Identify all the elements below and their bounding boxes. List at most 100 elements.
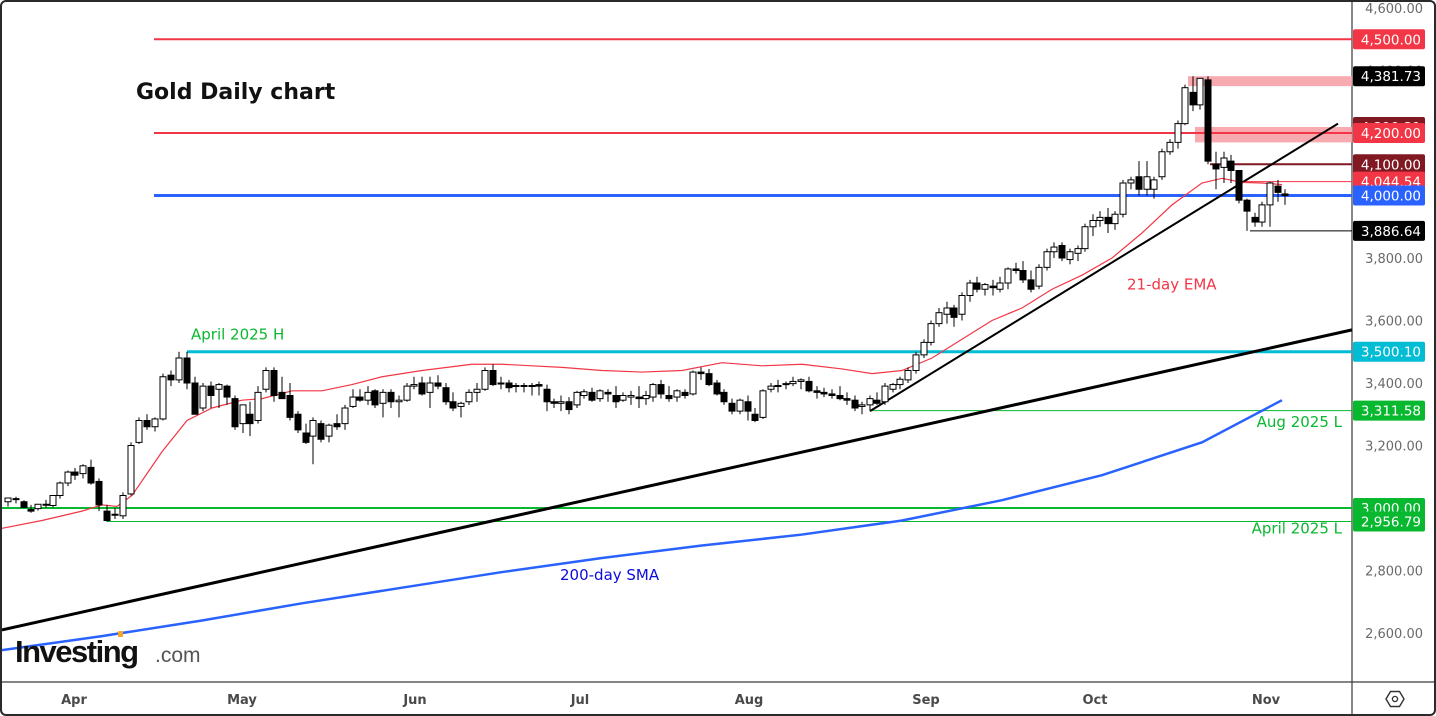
candle[interactable] bbox=[497, 376, 505, 390]
candle[interactable] bbox=[520, 383, 528, 393]
candle[interactable] bbox=[426, 376, 434, 408]
candle[interactable] bbox=[1281, 189, 1289, 205]
candle[interactable] bbox=[989, 279, 997, 296]
candle[interactable] bbox=[1135, 161, 1143, 196]
candle[interactable] bbox=[1096, 211, 1104, 227]
candle[interactable] bbox=[673, 389, 681, 402]
candle[interactable] bbox=[535, 381, 543, 396]
candle[interactable] bbox=[649, 383, 657, 402]
candle[interactable] bbox=[489, 364, 497, 387]
candle[interactable] bbox=[751, 408, 759, 423]
candle[interactable] bbox=[528, 383, 536, 396]
candle[interactable] bbox=[418, 376, 426, 396]
time-axis[interactable]: Apr May Jun Jul Aug Sep Oct Nov bbox=[61, 693, 1281, 708]
candle[interactable] bbox=[403, 383, 411, 402]
candle[interactable] bbox=[1243, 198, 1251, 231]
candle[interactable] bbox=[612, 386, 620, 408]
candle[interactable] bbox=[1166, 139, 1174, 155]
candle[interactable] bbox=[820, 387, 828, 398]
candle[interactable] bbox=[111, 508, 119, 519]
candle[interactable] bbox=[627, 390, 635, 405]
candle[interactable] bbox=[42, 499, 50, 508]
candle[interactable] bbox=[317, 420, 325, 443]
candle[interactable] bbox=[1111, 211, 1119, 230]
candle[interactable] bbox=[973, 276, 981, 293]
candle[interactable] bbox=[79, 464, 87, 479]
candle[interactable] bbox=[223, 384, 231, 405]
candle[interactable] bbox=[904, 367, 912, 383]
trendline[interactable] bbox=[2, 328, 1353, 632]
candle[interactable] bbox=[813, 386, 821, 399]
candle[interactable] bbox=[920, 339, 928, 358]
candle[interactable] bbox=[1089, 214, 1097, 237]
candle[interactable] bbox=[512, 383, 520, 393]
candle[interactable] bbox=[20, 500, 28, 508]
candle[interactable] bbox=[119, 492, 127, 519]
candle[interactable] bbox=[1004, 267, 1012, 290]
candle[interactable] bbox=[1081, 223, 1089, 252]
candle[interactable] bbox=[167, 370, 175, 387]
candle[interactable] bbox=[1043, 248, 1051, 271]
candle[interactable] bbox=[1235, 170, 1243, 204]
candle[interactable] bbox=[286, 383, 294, 421]
candle[interactable] bbox=[1158, 148, 1166, 180]
candle[interactable] bbox=[309, 417, 317, 465]
candle[interactable] bbox=[64, 470, 72, 487]
candle[interactable] bbox=[4, 497, 12, 507]
candle[interactable] bbox=[12, 496, 20, 504]
candle[interactable] bbox=[127, 442, 135, 496]
candle[interactable] bbox=[1050, 242, 1058, 258]
candle[interactable] bbox=[434, 375, 442, 390]
candle[interactable] bbox=[294, 411, 302, 433]
candle[interactable] bbox=[588, 387, 596, 402]
candle[interactable] bbox=[1019, 261, 1027, 283]
candle[interactable] bbox=[1258, 201, 1266, 227]
candle[interactable] bbox=[27, 504, 35, 513]
candle[interactable] bbox=[1274, 179, 1282, 202]
candle[interactable] bbox=[1174, 120, 1182, 149]
candle[interactable] bbox=[927, 320, 935, 346]
candle[interactable] bbox=[341, 404, 349, 430]
sma200-line[interactable] bbox=[2, 399, 1283, 652]
candle[interactable] bbox=[159, 373, 167, 421]
candle[interactable] bbox=[457, 401, 465, 418]
candle[interactable] bbox=[1027, 270, 1035, 293]
candle[interactable] bbox=[270, 367, 278, 402]
candle[interactable] bbox=[774, 379, 782, 393]
candle[interactable] bbox=[395, 395, 403, 418]
candles[interactable] bbox=[4, 76, 1289, 522]
candle[interactable] bbox=[797, 378, 805, 390]
candle[interactable] bbox=[364, 386, 372, 405]
candle[interactable] bbox=[95, 478, 103, 512]
candle[interactable] bbox=[175, 351, 183, 383]
candle[interactable] bbox=[759, 389, 767, 419]
candle[interactable] bbox=[199, 383, 207, 412]
candle[interactable] bbox=[103, 504, 111, 522]
candle[interactable] bbox=[889, 383, 897, 393]
candle[interactable] bbox=[996, 276, 1004, 293]
candle[interactable] bbox=[805, 376, 813, 393]
candle[interactable] bbox=[744, 395, 752, 421]
candle[interactable] bbox=[1266, 181, 1274, 227]
candle[interactable] bbox=[56, 481, 64, 499]
hexagon-settings-icon[interactable] bbox=[1385, 690, 1405, 708]
ema21-line[interactable] bbox=[2, 177, 1283, 529]
candle[interactable] bbox=[262, 367, 270, 393]
candle[interactable] bbox=[151, 417, 159, 432]
candle[interactable] bbox=[215, 383, 223, 408]
resistance-zone[interactable] bbox=[1188, 76, 1352, 87]
candle[interactable] bbox=[728, 398, 736, 415]
candle[interactable] bbox=[246, 401, 254, 437]
candle[interactable] bbox=[49, 495, 57, 508]
candle[interactable] bbox=[1196, 77, 1204, 110]
candle[interactable] bbox=[481, 367, 489, 391]
candle[interactable] bbox=[681, 389, 689, 399]
candle[interactable] bbox=[720, 389, 728, 405]
candle[interactable] bbox=[596, 389, 604, 402]
candle[interactable] bbox=[1143, 161, 1151, 196]
candle[interactable] bbox=[565, 397, 573, 415]
candle[interactable] bbox=[828, 389, 836, 399]
candle[interactable] bbox=[325, 423, 333, 443]
candle[interactable] bbox=[254, 386, 262, 424]
candle[interactable] bbox=[1181, 84, 1189, 126]
